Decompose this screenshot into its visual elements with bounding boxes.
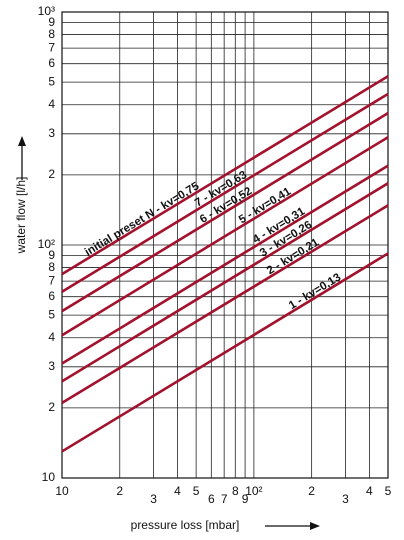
- curve: [61, 112, 389, 313]
- y-axis-label: water flow [l/h]: [14, 177, 28, 255]
- y-tick-label: 10³: [38, 4, 55, 18]
- curve: [61, 252, 389, 453]
- x-tick-label: 9: [242, 492, 249, 506]
- x-tick-label: 7: [221, 492, 228, 506]
- y-tick-label: 4: [48, 97, 55, 111]
- x-tick-label: 3: [150, 492, 157, 506]
- x-tick-label: 2: [116, 484, 123, 498]
- x-tick-label: 5: [385, 484, 392, 498]
- y-arrow: [18, 136, 26, 180]
- curve-label: initial preset N - kv=0,75: [83, 180, 202, 259]
- y-tick-label: 7: [48, 40, 55, 54]
- y-tick-label: 5: [48, 74, 55, 88]
- x-tick-label: 6: [208, 492, 215, 506]
- curve-label: 1 - kv=0,13: [287, 271, 343, 312]
- y-tick-label: 9: [48, 248, 55, 262]
- x-tick-label: 10: [55, 484, 69, 498]
- x-tick-label: 4: [366, 484, 373, 498]
- y-tick-label: 6: [48, 56, 55, 70]
- y-tick-label: 6: [48, 289, 55, 303]
- y-tick-label: 9: [48, 15, 55, 29]
- plot-frame: [61, 11, 389, 479]
- x-tick-label: 10²: [245, 484, 262, 498]
- y-tick-label: 3: [48, 126, 55, 140]
- curve: [61, 182, 389, 383]
- y-tick-label: 10: [42, 470, 56, 484]
- x-axis-label: pressure loss [mbar]: [131, 518, 240, 532]
- curve: [61, 204, 389, 405]
- y-tick-label: 10²: [38, 237, 55, 251]
- y-tick-label: 4: [48, 330, 55, 344]
- x-tick-label: 3: [342, 492, 349, 506]
- curve: [61, 136, 389, 337]
- y-tick-label: 3: [48, 359, 55, 373]
- y-tick-label: 2: [48, 400, 55, 414]
- y-tick-label: 7: [48, 273, 55, 287]
- x-tick-label: 4: [174, 484, 181, 498]
- x-tick-label: 5: [193, 484, 200, 498]
- curve: [61, 75, 389, 276]
- curve: [61, 92, 389, 293]
- y-tick-label: 8: [48, 27, 55, 41]
- curve: [61, 164, 389, 365]
- y-tick-label: 5: [48, 307, 55, 321]
- x-tick-label: 2: [308, 484, 315, 498]
- y-tick-label: 8: [48, 260, 55, 274]
- x-arrow: [265, 522, 320, 530]
- y-tick-label: 2: [48, 167, 55, 181]
- x-tick-label: 8: [232, 484, 239, 498]
